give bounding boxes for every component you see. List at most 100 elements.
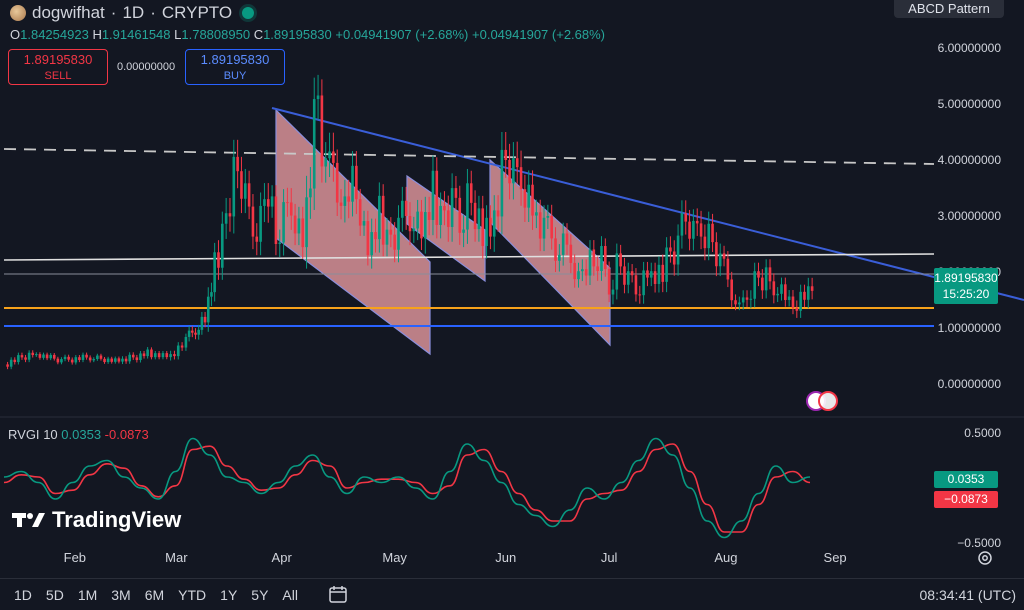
candle-body xyxy=(764,267,768,291)
price-tick-label[interactable]: 5.00000000 xyxy=(938,97,1002,111)
candle-body xyxy=(139,353,142,361)
candle-body xyxy=(286,202,289,204)
calendar-icon[interactable] xyxy=(328,585,348,603)
interval[interactable]: 1D xyxy=(122,3,145,22)
candle-body xyxy=(243,183,247,199)
utc-clock[interactable]: 08:34:41 (UTC) xyxy=(919,587,1016,603)
period-3m[interactable]: 3M xyxy=(111,587,131,603)
high-value: 1.91461548 xyxy=(101,27,171,42)
high-label: H xyxy=(92,27,102,42)
period-all[interactable]: All xyxy=(282,587,298,603)
candle-body xyxy=(703,236,707,249)
candle-body xyxy=(52,354,56,359)
candle-body xyxy=(512,158,515,184)
candle-body xyxy=(623,266,626,285)
rvgi-signal-line xyxy=(3,443,811,533)
candle-body xyxy=(289,202,293,216)
candle-body xyxy=(626,271,630,285)
candle-body xyxy=(362,221,366,226)
last-price-tag: 1.89195830 15:25:20 xyxy=(934,268,998,304)
candle-body xyxy=(385,229,389,245)
candle-body xyxy=(153,353,157,358)
candle-body xyxy=(60,359,63,363)
indicator-length: 10 xyxy=(43,427,58,442)
candle-body xyxy=(169,354,172,358)
period-ytd[interactable]: YTD xyxy=(178,587,207,603)
candle-body xyxy=(121,358,124,362)
time-tick-label[interactable]: Jul xyxy=(601,550,618,565)
last-price: 1.89195830 xyxy=(934,271,998,285)
period-1m[interactable]: 1M xyxy=(77,587,98,603)
time-tick-label[interactable]: Sep xyxy=(824,550,847,565)
pattern-label[interactable]: ABCD Pattern xyxy=(894,0,1004,18)
candle-body xyxy=(224,213,228,224)
buy-button[interactable]: 1.89195830 BUY xyxy=(185,49,285,85)
candle-body xyxy=(117,358,121,362)
price-tick-label[interactable]: 6.00000000 xyxy=(938,41,1002,55)
candle-body xyxy=(672,251,676,265)
close-value: 1.89195830 xyxy=(263,27,332,42)
candle-body xyxy=(657,264,661,284)
candle-body xyxy=(734,300,737,305)
candle-body xyxy=(711,223,714,243)
candle-body xyxy=(588,249,592,276)
period-5y[interactable]: 5Y xyxy=(251,587,269,603)
candle-body xyxy=(358,199,362,226)
time-tick-label[interactable]: Feb xyxy=(64,550,86,565)
logo-icon xyxy=(10,5,26,21)
time-tick-label[interactable]: Aug xyxy=(714,550,737,565)
symbol-header[interactable]: dogwifhat · 1D · CRYPTO xyxy=(10,3,255,23)
rvgi-legend[interactable]: RVGI 10 0.0353 -0.0873 xyxy=(8,427,149,442)
candle-body xyxy=(194,332,197,335)
price-tick-label[interactable]: 4.00000000 xyxy=(938,153,1002,167)
candle-body xyxy=(527,184,531,208)
horizontal-line-upper[interactable] xyxy=(3,253,935,261)
period-1y[interactable]: 1Y xyxy=(220,587,238,603)
candle-body xyxy=(611,289,615,295)
rvgi-value-tag: 0.0353 xyxy=(934,471,998,488)
candle-body xyxy=(753,271,756,299)
candle-body xyxy=(210,292,213,297)
candle-body xyxy=(366,221,370,256)
candle-body xyxy=(420,211,423,239)
candle-body xyxy=(546,216,550,218)
symbol-name[interactable]: dogwifhat xyxy=(32,3,105,22)
bottom-toolbar: 1D 5D 1M 3M 6M YTD 1Y 5Y All 08:34:41 (UTC) xyxy=(0,578,1024,610)
time-tick-label[interactable]: Apr xyxy=(272,550,293,565)
candle-body xyxy=(446,210,450,227)
flag-icon[interactable] xyxy=(818,391,838,411)
candle-body xyxy=(565,233,569,245)
time-tick-label[interactable]: Mar xyxy=(165,550,188,565)
candle-body xyxy=(255,236,259,242)
candle-body xyxy=(176,345,180,357)
sell-button[interactable]: 1.89195830 SELL xyxy=(8,49,108,85)
period-6m[interactable]: 6M xyxy=(144,587,165,603)
trendline[interactable] xyxy=(271,107,1024,301)
candle-body xyxy=(146,349,149,357)
candle-body xyxy=(42,354,45,358)
candle-body xyxy=(718,253,722,267)
candle-body xyxy=(45,354,49,359)
price-chart[interactable]: 6.00000000 5.00000000 4.00000000 3.00000000… xyxy=(0,0,1024,578)
time-tick-label[interactable]: May xyxy=(382,550,407,565)
time-tick-label[interactable]: Jun xyxy=(495,550,516,565)
price-tick-label[interactable]: 1.00000000 xyxy=(938,321,1002,335)
candle-body xyxy=(554,238,557,261)
gear-icon[interactable] xyxy=(976,549,994,567)
candle-body xyxy=(124,358,128,362)
drawings-layer[interactable] xyxy=(3,107,1024,356)
time-axis[interactable]: Feb Mar Apr May Jun Jul Aug Sep xyxy=(64,550,847,565)
resistance-dashed-line[interactable] xyxy=(3,148,935,165)
period-1d[interactable]: 1D xyxy=(14,587,32,603)
period-5d[interactable]: 5D xyxy=(45,587,64,603)
price-tick-label[interactable]: 3.00000000 xyxy=(938,209,1002,223)
price-tick-label[interactable]: 0.00000000 xyxy=(938,377,1002,391)
price-axis[interactable]: 6.00000000 5.00000000 4.00000000 3.00000000… xyxy=(938,41,1002,391)
candle-body xyxy=(408,216,412,232)
candle-body xyxy=(462,229,465,233)
period-selector[interactable]: 1D 5D 1M 3M 6M YTD 1Y 5Y All xyxy=(14,587,312,603)
candle-body xyxy=(795,307,799,311)
descending-channel-3[interactable] xyxy=(489,158,611,347)
candle-body xyxy=(206,296,210,323)
candle-body xyxy=(282,202,285,243)
